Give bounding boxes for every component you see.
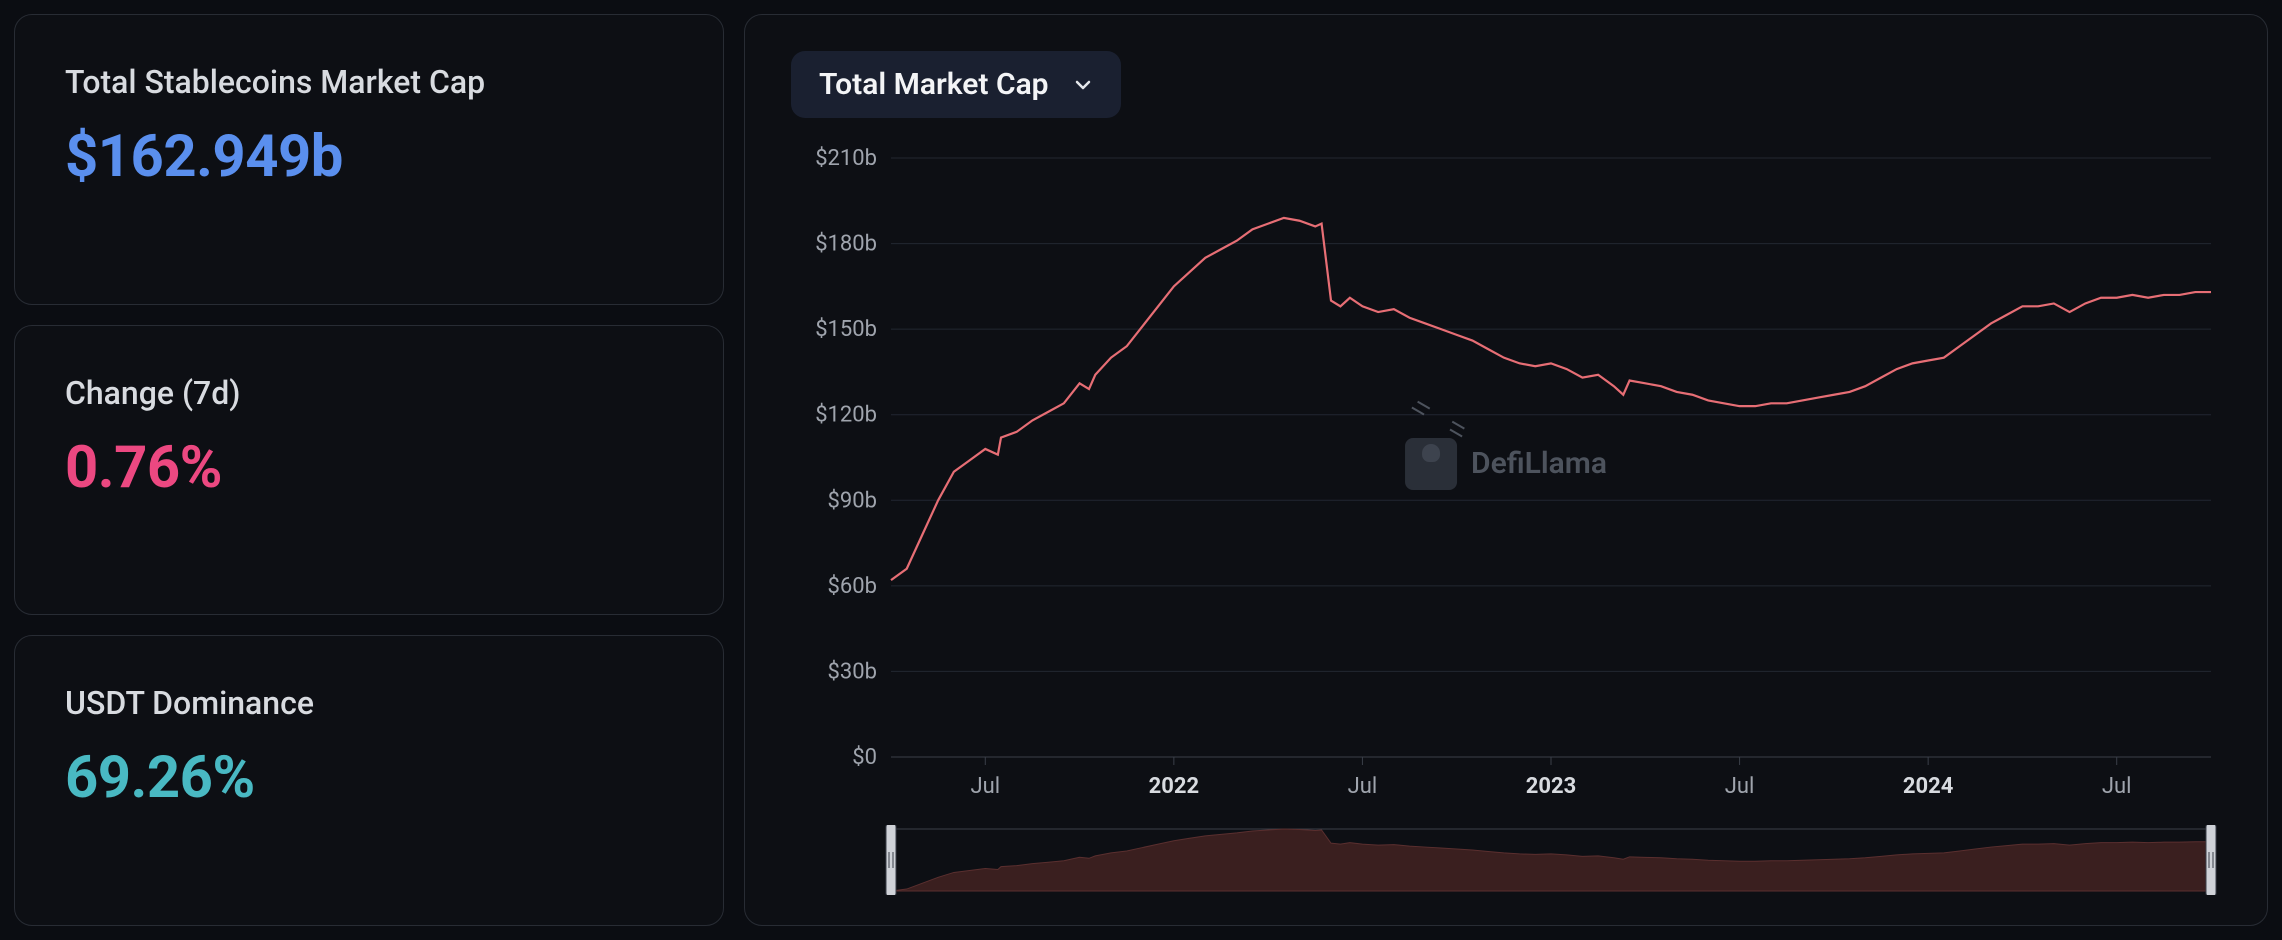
card-market-cap: Total Stablecoins Market Cap $162.949b: [14, 14, 724, 305]
card-label: USDT Dominance: [65, 684, 673, 722]
card-label: Total Stablecoins Market Cap: [65, 63, 673, 101]
card-value: $162.949b: [65, 123, 673, 191]
svg-text:2022: 2022: [1149, 774, 1200, 799]
chart-metric-dropdown[interactable]: Total Market Cap: [791, 51, 1121, 118]
svg-text:$30b: $30b: [828, 659, 877, 684]
card-value: 0.76%: [65, 434, 673, 502]
card-change-7d: Change (7d) 0.76%: [14, 325, 724, 616]
brush-chart[interactable]: [781, 825, 2231, 895]
dropdown-label: Total Market Cap: [819, 67, 1049, 102]
svg-text:2024: 2024: [1903, 774, 1954, 799]
svg-text:2023: 2023: [1526, 774, 1577, 799]
svg-text:Jul: Jul: [2102, 774, 2132, 799]
svg-text:$0: $0: [852, 745, 877, 770]
chart-panel: Total Market Cap $0 $30b $60b $90b $120b $150…: [744, 14, 2268, 926]
svg-text:$180b: $180b: [815, 232, 877, 257]
svg-text:$210b: $210b: [815, 146, 877, 171]
card-usdt-dominance: USDT Dominance 69.26%: [14, 635, 724, 926]
svg-text:Jul: Jul: [1348, 774, 1378, 799]
chevron-down-icon: [1073, 75, 1093, 95]
svg-text:$150b: $150b: [815, 317, 877, 342]
stats-sidebar: Total Stablecoins Market Cap $162.949b C…: [14, 14, 724, 926]
card-value: 69.26%: [65, 744, 673, 812]
svg-text:$60b: $60b: [828, 574, 877, 599]
chart-area[interactable]: $0 $30b $60b $90b $120b $150b $180b $210b Jul 202…: [781, 138, 2231, 817]
card-label: Change (7d): [65, 374, 673, 412]
svg-text:Jul: Jul: [1725, 774, 1755, 799]
svg-text:$90b: $90b: [828, 488, 877, 513]
svg-text:$120b: $120b: [815, 403, 877, 428]
line-chart[interactable]: $0 $30b $60b $90b $120b $150b $180b $210b Jul 202…: [781, 138, 2231, 817]
brush-range[interactable]: [781, 825, 2231, 895]
svg-text:Jul: Jul: [970, 774, 1000, 799]
